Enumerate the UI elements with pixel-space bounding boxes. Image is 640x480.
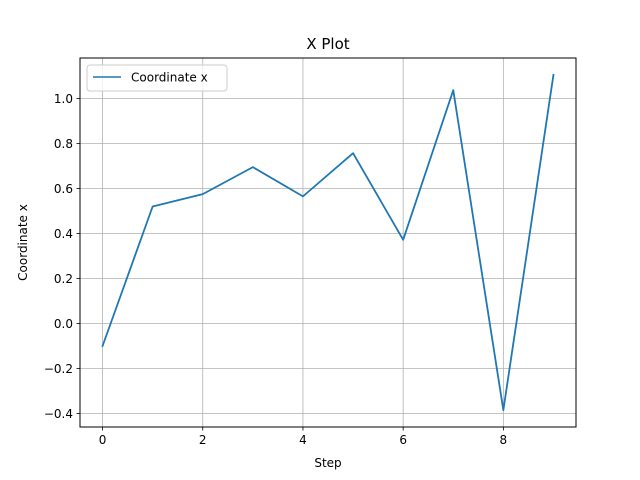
y-tick-label: 0.4 <box>54 227 73 241</box>
ticks: 0 2 4 6 8 −0.4 −0.2 0.0 0.2 0.4 0.6 0.8 1.0 <box>44 92 507 447</box>
y-tick-label: 0.2 <box>54 272 73 286</box>
legend-box <box>86 64 228 92</box>
x-tick-label: 8 <box>500 433 508 447</box>
x-axis-label: Step <box>314 456 341 470</box>
series-layer <box>101 73 555 412</box>
x-tick-label: 0 <box>99 433 107 447</box>
y-tick-label: 1.0 <box>54 92 73 106</box>
x-tick-label: 6 <box>399 433 407 447</box>
y-tick-label: 0.8 <box>54 137 73 151</box>
y-tick-label: −0.4 <box>44 407 73 421</box>
legend: Coordinate x <box>86 64 228 92</box>
series-line <box>101 73 555 412</box>
x-tick-label: 4 <box>299 433 307 447</box>
grid <box>80 58 576 427</box>
plot-frame <box>79 57 577 428</box>
y-tick-label: −0.2 <box>44 362 73 376</box>
x-tick-label: 2 <box>199 433 207 447</box>
y-tick-label: 0.6 <box>54 182 73 196</box>
legend-label: Coordinate x <box>131 71 208 85</box>
y-tick-label: 0.0 <box>54 317 73 331</box>
y-axis-label: Coordinate x <box>16 204 30 281</box>
chart-title: X Plot <box>306 35 349 53</box>
